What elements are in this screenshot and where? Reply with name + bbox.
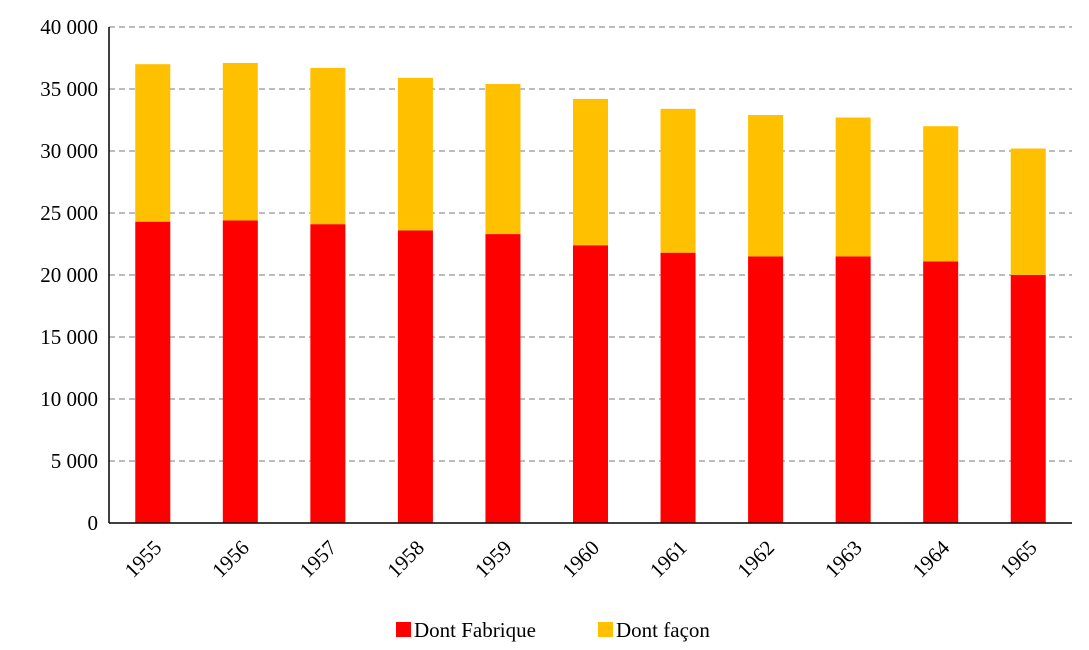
x-tick-label: 1962 [732,536,779,583]
x-tick-label: 1957 [295,536,342,583]
bar-facon-1960 [572,98,609,246]
bar-fabrique-1963 [835,256,871,523]
bar-fabrique-1955 [135,221,171,523]
bar-facon-1961 [660,108,696,253]
bar-fabrique-1956 [222,220,258,523]
bar-facon-1964 [923,126,959,262]
y-tick-label: 30 000 [40,139,98,163]
x-tick-label: 1959 [470,536,517,583]
legend: Dont Fabrique Dont façon [396,618,710,642]
x-tick-label: 1964 [908,535,955,582]
bar-fabrique-1961 [660,252,696,523]
x-tick-label: 1955 [120,536,167,583]
axes [108,27,1072,524]
legend-swatch-fabrique [396,622,411,637]
y-tick-label: 10 000 [40,387,98,411]
bar-facon-1956 [222,62,258,221]
bar-facon-1955 [135,64,171,222]
y-tick-label: 0 [88,511,99,535]
x-tick-label: 1956 [207,536,254,583]
legend-swatch-facon [598,622,613,637]
y-tick-label: 25 000 [40,201,98,225]
y-tick-labels: 0 5 000 10 000 15 000 20 000 25 000 30 000 35 0… [40,15,98,535]
bar-fabrique-1959 [485,234,521,523]
x-tick-labels: 1955 1956 1957 1958 1959 1960 1961 1962 1963 1964… [120,535,1042,582]
bar-fabrique-1958 [397,230,433,524]
x-tick-label: 1965 [995,536,1042,583]
bar-facon-1957 [310,67,346,225]
bar-fabrique-1960 [572,245,609,524]
bars [135,62,1046,524]
bar-fabrique-1957 [310,224,346,523]
x-tick-label: 1961 [645,536,692,583]
bar-facon-1958 [397,77,433,231]
y-tick-label: 15 000 [40,325,98,349]
y-tick-label: 35 000 [40,77,98,101]
bar-fabrique-1962 [748,256,784,523]
x-tick-label: 1960 [557,536,604,583]
y-tick-label: 5 000 [51,449,98,473]
bar-facon-1959 [485,84,521,235]
x-tick-label: 1958 [382,536,429,583]
bar-facon-1963 [835,117,871,257]
x-tick-label: 1963 [820,536,867,583]
bar-facon-1962 [748,115,784,257]
legend-label-facon: Dont façon [616,618,710,642]
bar-fabrique-1964 [923,261,959,523]
legend-label-fabrique: Dont Fabrique [414,618,536,642]
bar-facon-1965 [1010,148,1046,275]
y-tick-label: 40 000 [40,15,98,39]
bar-fabrique-1965 [1010,275,1046,523]
y-tick-label: 20 000 [40,263,98,287]
